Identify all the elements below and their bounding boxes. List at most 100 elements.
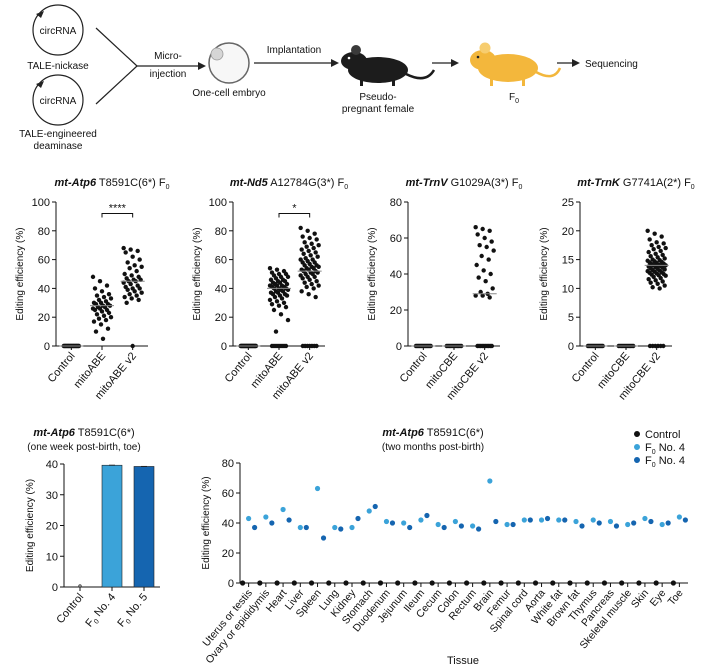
nd5-significance-bracket: [278, 213, 311, 218]
trnv-y-tick-label: 0: [396, 341, 402, 353]
circrna-arrowhead-1: [36, 11, 44, 18]
trnv-data-point: [487, 295, 492, 300]
trnv-data-point: [480, 293, 485, 298]
tissue-legend-sub: 0: [652, 449, 656, 456]
trnv-y-tick-label: 40: [390, 269, 402, 281]
trnv-data-point: [476, 275, 481, 280]
bar-x-tick-sub: 0: [93, 618, 101, 626]
atp6-data-point: [129, 296, 134, 301]
trnv-data-point: [486, 257, 491, 262]
nd5-y-tick-label: 40: [215, 283, 227, 295]
nd5-data-point: [281, 300, 287, 305]
tissue-y-label: Editing efficiency (%): [201, 476, 212, 569]
trnv-data-point: [490, 286, 495, 291]
nd5-data-point: [284, 281, 290, 287]
atp6-title-rest: T8591C(6*) F: [96, 177, 166, 189]
tissue-legend-marker: [634, 431, 640, 437]
tissue-data-point: [377, 580, 384, 586]
nd5-data-point: [314, 343, 319, 349]
tissue-data-point: [642, 515, 648, 522]
tissue-data-point: [619, 580, 625, 586]
tissue-data-point: [590, 517, 596, 523]
tissue-data-point: [670, 580, 676, 586]
atp6-x-tick-label: Control: [46, 350, 78, 385]
female-label-2: pregnant female: [342, 104, 415, 115]
trnv-y-tick-label: 80: [390, 197, 402, 209]
atp6-title: mt-Atp6 T8591C(6*) F0: [55, 177, 170, 191]
trnk-data-point: [646, 276, 651, 282]
trnv-y-label: Editing efficiency (%): [367, 227, 378, 320]
trnk-data-point: [650, 285, 655, 290]
trnk-y-tick-label: 0: [568, 341, 574, 353]
tissue-data-point: [326, 580, 332, 586]
tissue-data-point: [435, 521, 441, 528]
nd5-data-point: [267, 297, 273, 303]
trnk-data-point: [653, 278, 658, 283]
trnk-data-point: [662, 283, 667, 288]
trnk-data-point: [662, 256, 667, 261]
bar-x-tick-sub: 0: [125, 618, 133, 626]
workflow-diagram: circRNA TALE-nickase circRNA TALE-engine…: [19, 4, 638, 152]
bar-subtitle: (one week post-birth, toe): [27, 442, 140, 453]
nd5-title-gene: mt-Nd5: [230, 177, 269, 189]
f0-label: F0: [509, 92, 519, 105]
implantation-label: Implantation: [267, 45, 321, 56]
bar-x-tick-rest: No. 4: [90, 591, 118, 621]
trnk-data-point: [648, 280, 653, 285]
trnk-y-tick-label: 20: [562, 226, 574, 238]
trnk-title: mt-TrnK G7741A(2*) F0: [577, 177, 695, 191]
tissue-data-point: [510, 521, 516, 528]
trnk-data-point: [661, 241, 666, 246]
trnv-data-point: [477, 243, 482, 248]
trnk-data-point: [648, 253, 653, 259]
tissue-data-point: [527, 517, 533, 523]
tissue-data-point: [493, 518, 499, 525]
tissue-y-tick-label: 20: [222, 548, 234, 560]
merge-line-bottom: [95, 65, 138, 105]
trnk-title-sub: 0: [691, 184, 695, 191]
atp6-data-point: [104, 283, 110, 288]
nd5-data-point: [314, 279, 319, 284]
tissue-data-point: [418, 517, 424, 523]
bar-y-tick-label: 20: [46, 521, 58, 533]
trnv-data-point: [474, 262, 479, 268]
tissue-y-tick-label: 60: [222, 488, 234, 500]
nd5-data-point: [285, 274, 291, 280]
tissue-x-tick-label: Toe: [666, 587, 686, 608]
tissue-data-point: [665, 520, 671, 526]
tissue-data-point: [584, 580, 590, 586]
atp6-data-point: [106, 310, 112, 316]
atp6-y-tick-label: 100: [32, 197, 50, 209]
tissue-data-point: [274, 580, 280, 586]
atp6-data-point: [127, 291, 132, 297]
tissue-data-point: [659, 521, 665, 528]
trnv-title-gene: mt-TrnV: [406, 177, 450, 189]
tissue-data-point: [303, 524, 309, 531]
atp6-data-point: [122, 294, 127, 300]
tissue-data-point: [401, 520, 407, 526]
trnk-data-point: [654, 240, 659, 245]
tissue-data-point: [240, 580, 246, 586]
nd5-data-point: [314, 237, 319, 242]
nd5-data-point: [316, 264, 321, 269]
atp6-data-point: [139, 290, 144, 295]
tissue-data-point: [257, 580, 263, 586]
trnv-data-point: [487, 228, 492, 233]
sequencing-label: Sequencing: [585, 59, 638, 70]
atp6-data-point: [96, 316, 102, 321]
bar-y-tick-label: 30: [46, 490, 58, 502]
nd5-y-tick-label: 0: [221, 341, 227, 353]
trnv-data-point: [473, 225, 478, 230]
atp6-data-point: [128, 281, 133, 287]
atp6-data-point: [99, 289, 105, 294]
trnv-data-point: [491, 248, 496, 253]
tissue-data-point: [470, 523, 476, 529]
birth-arrowhead: [451, 59, 459, 67]
trnk-data-point: [657, 286, 662, 291]
trnv-title-sub: 0: [518, 184, 522, 191]
tale-deaminase-label-2: deaminase: [34, 141, 83, 152]
atp6-y-tick-label: 60: [38, 255, 50, 267]
tissue-data-point: [338, 526, 344, 532]
tissue-data-point: [383, 518, 390, 525]
nd5-f0-scatter-chart: mt-Nd5 A12784G(3*) F0020406080100Editing…: [192, 177, 348, 402]
